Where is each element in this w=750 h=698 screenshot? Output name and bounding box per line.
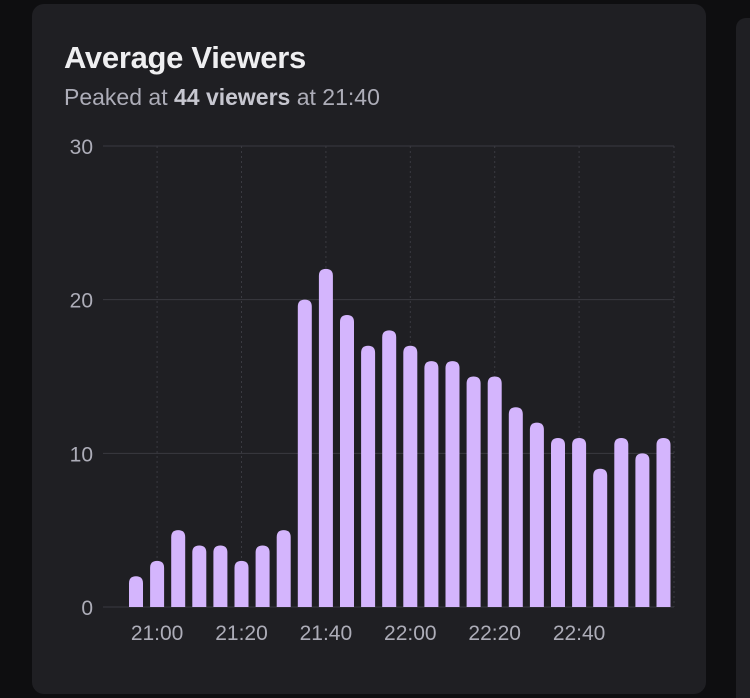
chart-bar bbox=[255, 545, 270, 607]
peak-viewers-value: 44 viewers bbox=[173, 84, 291, 110]
chart-bar bbox=[150, 560, 165, 607]
chart-bar bbox=[192, 545, 207, 607]
chart-bar bbox=[213, 545, 228, 607]
subtitle-suffix: at 21:40 bbox=[290, 84, 380, 110]
x-tick-label: 21:00 bbox=[131, 622, 184, 645]
x-tick-label: 22:40 bbox=[553, 622, 606, 645]
y-tick-label: 30 bbox=[70, 136, 93, 159]
y-tick-label: 10 bbox=[70, 443, 93, 466]
x-tick-label: 21:40 bbox=[300, 622, 353, 645]
chart-bar bbox=[551, 437, 565, 607]
chart-bar bbox=[403, 345, 418, 607]
chart-bar bbox=[529, 422, 544, 607]
chart-title: Average Viewers bbox=[64, 40, 306, 75]
x-tick-label: 22:20 bbox=[468, 622, 521, 645]
y-tick-label: 20 bbox=[70, 290, 93, 313]
x-tick-label: 22:00 bbox=[384, 622, 437, 645]
adjacent-card-edge bbox=[736, 18, 750, 698]
chart-bar bbox=[382, 330, 397, 607]
chart-bar bbox=[297, 299, 312, 607]
chart-bar bbox=[508, 407, 523, 607]
chart-bar bbox=[572, 437, 587, 607]
y-tick-label: 0 bbox=[81, 597, 93, 620]
chart-bar bbox=[171, 530, 186, 607]
chart-bar bbox=[424, 361, 439, 607]
chart-bar bbox=[234, 560, 249, 607]
chart-bar bbox=[361, 345, 376, 607]
x-tick-label: 21:20 bbox=[215, 622, 268, 645]
chart-bar bbox=[656, 437, 671, 607]
chart-bar bbox=[129, 576, 143, 607]
subtitle-prefix: Peaked at bbox=[64, 84, 174, 110]
chart-bar bbox=[614, 437, 629, 607]
viewers-bar-chart: 0 10 20 30 21:00 21:20 21:40 22:00 22:20 22:40 bbox=[70, 136, 675, 645]
chart-bar bbox=[318, 268, 333, 607]
chart-bar bbox=[276, 530, 291, 607]
chart-bar bbox=[466, 376, 481, 607]
chart-bar bbox=[445, 361, 460, 607]
chart-bar bbox=[635, 453, 650, 607]
chart-subtitle: Peaked at 44 viewers at 21:40 bbox=[64, 84, 380, 111]
chart-bar bbox=[593, 468, 608, 607]
chart-bar bbox=[487, 376, 502, 607]
chart-bar bbox=[340, 315, 354, 607]
